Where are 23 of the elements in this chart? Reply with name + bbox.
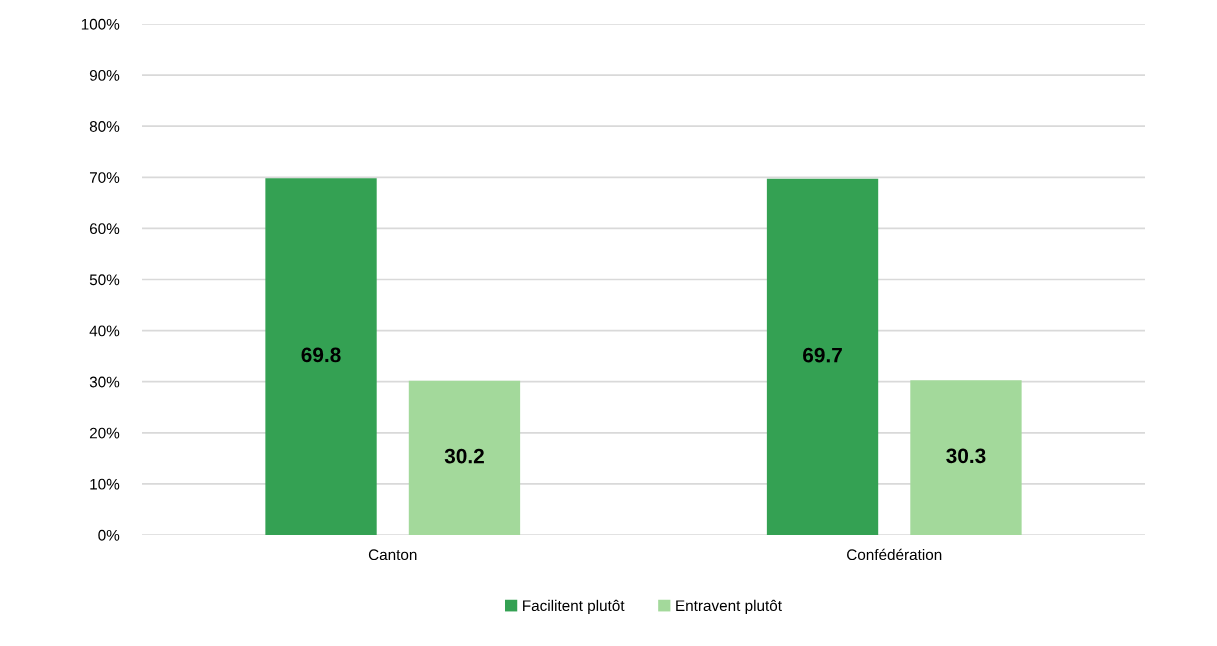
y-tick-label: 10% [90,478,120,490]
data-label: 69.7 [803,347,842,363]
y-tick-label: 100% [81,18,120,30]
y-tick-label: 0% [98,529,120,541]
bar [766,178,879,535]
data-label: 30.3 [946,448,986,464]
y-tick-label: 60% [89,223,120,235]
bar [910,380,1022,535]
y-tick-label: 20% [89,427,120,439]
x-tick-label: Confédération [847,548,942,561]
data-label: 30.2 [444,448,484,464]
bar [265,178,377,535]
data-label: 69.8 [301,347,341,363]
y-tick-label: 80% [89,121,120,132]
y-tick-label: 30% [89,376,120,388]
y-tick-label: 40% [89,325,120,337]
legend-label: Entravent plutôt [676,599,782,615]
legend-label: Facilitent plutôt [523,599,625,615]
x-tick-label: Canton [368,549,417,561]
bar [408,380,521,535]
y-tick-label: 70% [89,172,120,183]
y-tick-label: 50% [89,274,120,286]
y-tick-label: 90% [89,69,120,81]
